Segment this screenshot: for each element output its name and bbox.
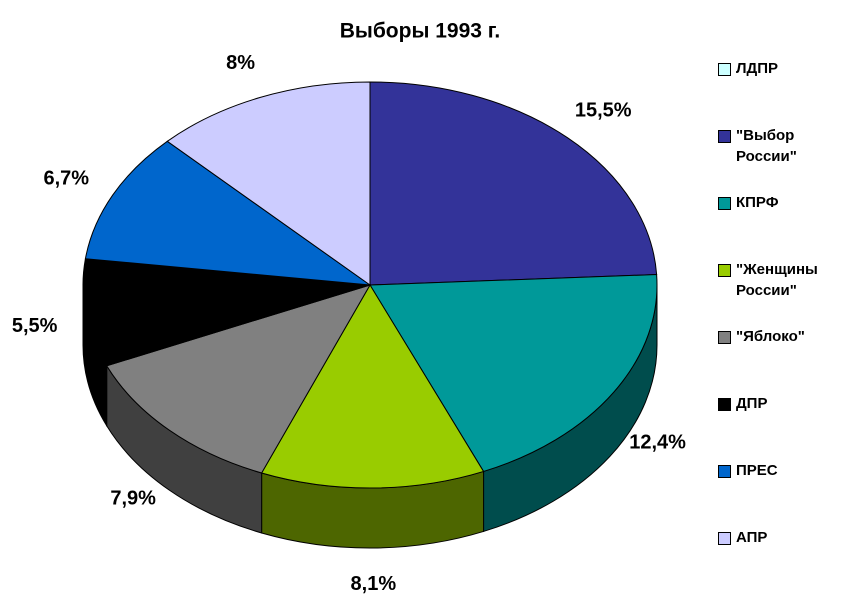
legend-item: ПРЕС (718, 460, 836, 481)
pie-slice (105, 284, 372, 474)
legend-label: ЛДПР (736, 60, 778, 77)
legend-swatch (718, 63, 731, 76)
legend-swatch (718, 197, 731, 210)
legend-swatch (718, 398, 731, 411)
data-label: 5,5% (12, 315, 58, 337)
data-label: 6,7% (43, 167, 89, 189)
legend-label: АПР (736, 529, 768, 546)
pie-slice (84, 140, 372, 286)
legend-label: КПРФ (736, 194, 779, 211)
data-label: 15,5% (575, 100, 632, 122)
pie-sides (82, 284, 658, 549)
pie-slice (369, 81, 658, 286)
pie-tops (82, 81, 658, 489)
legend-item: "Яблоко" (718, 326, 836, 347)
legend-item: ЛДПР (718, 58, 836, 79)
legend-label: "Яблоко" (736, 328, 805, 345)
legend-swatch (718, 465, 731, 478)
legend-item: КПРФ (718, 192, 836, 213)
data-label: 8,1% (351, 573, 397, 595)
pie-slice (166, 81, 371, 286)
legend-item: "Женщины России" (718, 259, 836, 301)
legend-label: ДПР (736, 395, 768, 412)
legend-swatch (718, 331, 731, 344)
legend-item: ДПР (718, 393, 836, 414)
legend-label: "Женщины России" (736, 261, 818, 299)
chart-title: Выборы 1993 г. (340, 20, 501, 43)
data-label: 8% (226, 52, 255, 74)
data-label: 7,9% (110, 487, 156, 509)
legend-swatch (718, 264, 731, 277)
legend-item: "Выбор России" (718, 125, 836, 167)
legend-label: "Выбор России" (736, 127, 797, 165)
pie-labels: 15,5% 12,4% 8,1% 7,9% 5,5% 6,7% 8% (12, 52, 686, 595)
legend-swatch (718, 130, 731, 143)
legend-item: АПР (718, 527, 836, 548)
legend-label: ПРЕС (736, 462, 778, 479)
pie-slice (82, 258, 371, 367)
pie-slice (260, 284, 485, 489)
legend-swatch (718, 532, 731, 545)
pie-slice (369, 274, 658, 473)
data-label: 12,4% (629, 431, 686, 453)
